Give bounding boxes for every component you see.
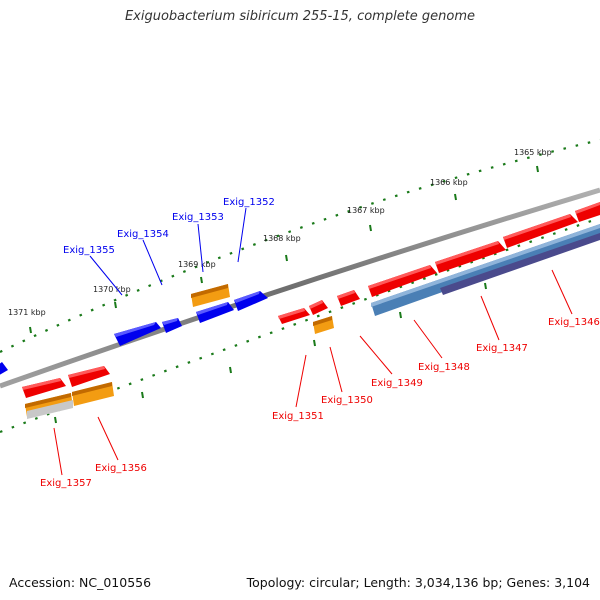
gene-label-exig-1346[interactable]: Exig_1346 [548,317,600,328]
gene-label-exig-1349[interactable]: Exig_1349 [371,378,423,389]
forward-gene-labels: Exig_1346 Exig_1347 Exig_1348 Exig_1349 … [40,317,600,489]
kbp-label-1369: 1369 kbp [178,260,216,269]
gene-arrow-reverse[interactable] [114,322,161,346]
gene-arrow-reverse[interactable] [196,302,234,323]
gene-arrow-reverse[interactable] [234,291,268,311]
kbp-label-1371: 1371 kbp [8,308,46,317]
gene-arrow-reverse[interactable] [162,318,182,333]
rna-gene[interactable] [191,284,230,307]
gene-arrow-forward[interactable] [503,214,578,248]
gene-label-exig-1353[interactable]: Exig_1353 [172,212,224,223]
gene-arrow-forward[interactable] [337,290,360,306]
gene-arrow-forward[interactable] [435,241,506,273]
gene-arrow-forward[interactable] [22,378,66,398]
pseudo-gene-band[interactable] [371,224,600,316]
scale-major-ticks-lower [54,282,487,424]
rna-genes [25,284,334,419]
gene-arrow-forward[interactable] [278,308,310,324]
kbp-label-1366: 1366 kbp [430,178,468,187]
gene-label-exig-1352[interactable]: Exig_1352 [223,197,275,208]
scale-track-upper [0,138,600,353]
gene-arrow-forward[interactable] [575,202,600,222]
kbp-label-1370: 1370 kbp [93,285,131,294]
gene-label-exig-1357[interactable]: Exig_1357 [40,478,92,489]
gene-arrow-forward[interactable] [368,265,437,297]
reverse-genes [0,291,268,378]
forward-leader-lines [53,269,573,476]
reverse-leader-lines [89,207,247,296]
scale-major-ticks [29,165,539,334]
reverse-gene-labels: Exig_1352 Exig_1353 Exig_1354 Exig_1355 [63,197,275,256]
genome-backbone [0,187,600,389]
gene-label-exig-1347[interactable]: Exig_1347 [476,343,528,354]
rna-gene[interactable] [313,316,334,334]
kbp-label-1365: 1365 kbp [514,148,552,157]
gene-label-exig-1356[interactable]: Exig_1356 [95,463,147,474]
forward-genes [22,202,600,398]
kbp-label-1367: 1367 kbp [347,206,385,215]
accession-text: Accession: NC_010556 [9,575,152,590]
map-title: Exiguobacterium sibiricum 255-15, comple… [124,9,476,24]
rna-gene[interactable] [72,382,114,406]
rna-gene[interactable] [25,393,73,419]
gene-arrow-forward[interactable] [68,366,110,387]
gene-label-exig-1355[interactable]: Exig_1355 [63,245,115,256]
gene-label-exig-1350[interactable]: Exig_1350 [321,395,373,406]
gene-arrow-reverse[interactable] [0,362,8,378]
gene-label-exig-1351[interactable]: Exig_1351 [272,411,324,422]
scale-labels: 1365 kbp 1366 kbp 1367 kbp 1368 kbp 1369… [8,148,552,317]
topology-text: Topology: circular; Length: 3,034,136 bp… [246,575,590,590]
gene-label-exig-1354[interactable]: Exig_1354 [117,229,169,240]
gene-arrow-forward[interactable] [309,300,328,315]
kbp-label-1368: 1368 kbp [263,234,301,243]
gene-label-exig-1348[interactable]: Exig_1348 [418,362,470,373]
